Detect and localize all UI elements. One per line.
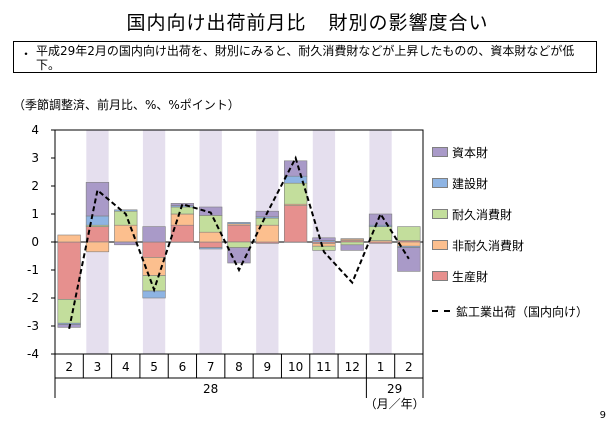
x-tick-label: 2 bbox=[405, 360, 413, 374]
bar-segment bbox=[114, 209, 138, 212]
bar-segment bbox=[227, 224, 251, 243]
bar-segment bbox=[85, 226, 110, 243]
bar-segment bbox=[255, 217, 279, 226]
bar-segment bbox=[312, 243, 336, 247]
legend-label: 建設財 bbox=[452, 177, 489, 191]
bar-segment bbox=[227, 241, 251, 248]
legend-item: 生産財 bbox=[432, 268, 612, 284]
bar-segment bbox=[57, 299, 81, 324]
y-tick-label: -3 bbox=[27, 319, 39, 333]
bar-segment bbox=[199, 206, 223, 216]
x-tick-label: 9 bbox=[263, 360, 271, 374]
summary-text: 平成29年2月の国内向け出荷を、財別にみると、耐久消費財などが上昇したものの、資… bbox=[36, 44, 575, 72]
y-tick-label: -4 bbox=[27, 347, 39, 361]
x-tick-label: 11 bbox=[316, 360, 331, 374]
bar-segment bbox=[312, 237, 336, 241]
x-tick-label: 2 bbox=[65, 360, 73, 374]
bar-segment bbox=[85, 182, 110, 217]
page-number: 9 bbox=[599, 410, 606, 421]
year-label: 28 bbox=[203, 382, 218, 396]
legend-label: 資本財 bbox=[452, 146, 489, 160]
title-sub: 財別の影響度合い bbox=[328, 12, 489, 34]
bar-segment bbox=[397, 226, 421, 241]
bar-segment bbox=[85, 241, 110, 253]
y-tick-label: -1 bbox=[27, 263, 39, 277]
bar-segment bbox=[199, 241, 223, 248]
bar-segment bbox=[57, 241, 81, 300]
legend-swatch bbox=[432, 240, 448, 250]
x-tick-label: 6 bbox=[179, 360, 187, 374]
bar-segment bbox=[142, 226, 166, 243]
bar-segment bbox=[283, 182, 308, 205]
legend-swatch bbox=[432, 271, 448, 281]
bar-segment bbox=[85, 215, 110, 226]
y-tick-label: 0 bbox=[31, 235, 39, 249]
bar-segment bbox=[142, 241, 166, 258]
bar-segment bbox=[227, 247, 251, 264]
bar-segment bbox=[199, 231, 223, 243]
y-tick-label: -2 bbox=[27, 291, 39, 305]
legend-item: 資本財 bbox=[432, 144, 612, 160]
y-tick-label: 2 bbox=[31, 179, 39, 193]
legend-item-line: 鉱工業出荷（国内向け） bbox=[432, 303, 612, 319]
x-tick-label: 12 bbox=[345, 360, 360, 374]
legend-item: 非耐久消費財 bbox=[432, 237, 612, 253]
x-tick-label: 8 bbox=[235, 360, 243, 374]
bar-segment bbox=[340, 238, 364, 240]
legend-label: 非耐久消費財 bbox=[452, 239, 525, 253]
x-tick-label: 7 bbox=[207, 360, 215, 374]
bar-segment bbox=[114, 241, 138, 246]
x-tick-label: 1 bbox=[377, 360, 385, 374]
y-tick-label: 4 bbox=[31, 123, 39, 137]
title-main: 国内向け出荷前月比 bbox=[126, 12, 307, 34]
y-tick-label: 1 bbox=[31, 207, 39, 221]
legend-swatch bbox=[432, 147, 448, 157]
bar-segment bbox=[283, 160, 308, 177]
bar-segment bbox=[283, 205, 308, 243]
bar-segment bbox=[368, 213, 393, 226]
summary-box: ・ 平成29年2月の国内向け出荷を、財別にみると、耐久消費財などが上昇したものの… bbox=[13, 41, 597, 73]
legend-label: 耐久消費財 bbox=[452, 208, 513, 222]
x-tick-label: 3 bbox=[94, 360, 102, 374]
unit-label: （季節調整済、前月比、%、%ポイント） bbox=[13, 98, 240, 112]
legend-item: 耐久消費財 bbox=[432, 206, 612, 222]
legend-swatch bbox=[432, 209, 448, 219]
bar-segment bbox=[340, 241, 364, 246]
bar-segment bbox=[114, 224, 138, 243]
bar-segment bbox=[170, 206, 195, 215]
legend-swatch bbox=[432, 178, 448, 188]
x-tick-label: 4 bbox=[122, 360, 130, 374]
legend-item: 建設財 bbox=[432, 175, 612, 191]
bar-segment bbox=[227, 222, 251, 225]
legend-line-swatch bbox=[432, 310, 450, 312]
line-series bbox=[68, 155, 410, 330]
bar-segment bbox=[397, 247, 421, 272]
legend-label: 生産財 bbox=[452, 270, 489, 284]
bar-segment bbox=[170, 213, 195, 226]
summary-bullet: ・ bbox=[20, 47, 33, 61]
bar-segment bbox=[199, 247, 223, 250]
bar-segment bbox=[57, 234, 81, 243]
x-tick-label: 10 bbox=[288, 360, 303, 374]
page-title: 国内向け出荷前月比 財別の影響度合い bbox=[0, 8, 615, 35]
legend-label: 鉱工業出荷（国内向け） bbox=[456, 305, 589, 319]
y-tick-label: 3 bbox=[31, 151, 39, 165]
x-unit-label: （月／年） bbox=[365, 397, 425, 411]
bar-segment bbox=[199, 215, 223, 233]
bar-segment bbox=[340, 244, 364, 251]
year-label: 29 bbox=[387, 382, 402, 396]
x-tick-label: 5 bbox=[150, 360, 158, 374]
